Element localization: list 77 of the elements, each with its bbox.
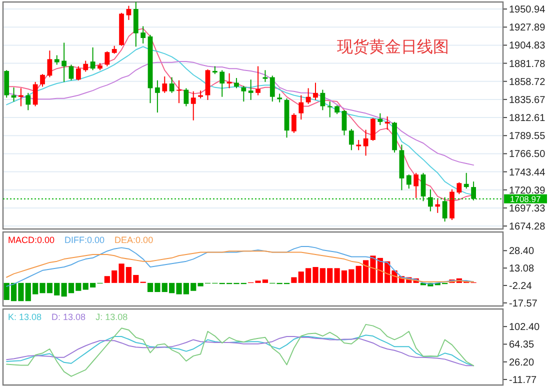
- candlestick: [47, 50, 52, 78]
- candlestick: [26, 92, 31, 111]
- y-tick-label: 26.20: [509, 357, 534, 368]
- candlestick: [456, 182, 462, 195]
- candlestick: [342, 110, 347, 136]
- candlestick: [76, 66, 81, 81]
- candlestick: [327, 101, 332, 118]
- y-tick-label: 1858.72: [509, 76, 546, 88]
- candlestick: [292, 112, 296, 134]
- candlestick: [248, 79, 254, 100]
- y-tick-label: 1812.61: [509, 113, 546, 124]
- candlestick: [220, 70, 225, 98]
- candlestick: [155, 80, 160, 114]
- candlestick: [378, 112, 383, 126]
- candlestick: [428, 188, 433, 212]
- y-tick-label: -17.57: [509, 298, 538, 310]
- candlestick: [356, 139, 362, 151]
- y-tick-label: -11.77: [509, 374, 538, 386]
- candlestick: [241, 85, 246, 102]
- y-tick-label: 1881.78: [509, 58, 546, 70]
- line-series: [6, 324, 474, 377]
- text: 现货黄金日线图: [337, 38, 449, 56]
- text: D: 13.08: [52, 312, 86, 322]
- candlestick: [262, 70, 268, 82]
- y-tick-label: 1904.83: [509, 40, 546, 52]
- y-tick-label: -2.24: [509, 280, 532, 292]
- candlestick: [140, 26, 146, 44]
- candlestick: [370, 118, 376, 142]
- y-tick-label: 1697.33: [509, 203, 546, 214]
- y-tick-label: 1743.44: [509, 167, 546, 178]
- candlestick: [420, 172, 426, 202]
- text: MACD:0.00: [8, 235, 55, 245]
- y-tick-label: 1835.67: [509, 94, 546, 106]
- candlestick: [104, 50, 110, 67]
- candlestick: [348, 128, 354, 151]
- text: K: 13.08: [8, 312, 42, 322]
- candlestick: [320, 89, 326, 111]
- y-tick-label: 28.40: [509, 246, 534, 258]
- candlestick: [256, 66, 260, 96]
- candlestick: [464, 172, 469, 190]
- candlestick: [68, 64, 74, 81]
- candlestick: [40, 74, 45, 88]
- candlestick: [54, 54, 60, 66]
- y-tick-label: 1789.55: [509, 131, 546, 142]
- candlestick: [162, 76, 168, 94]
- candlestick: [176, 80, 182, 104]
- candlestick: [126, 5, 132, 20]
- candlestick: [406, 174, 412, 190]
- candlestick: [184, 88, 189, 107]
- candlestick: [18, 88, 24, 107]
- candlestick: [414, 172, 419, 199]
- y-tick-label: 1720.39: [509, 185, 546, 196]
- y-tick-label: 102.40: [509, 322, 540, 334]
- y-tick-label: 1927.89: [509, 22, 546, 34]
- candlestick: [32, 81, 38, 107]
- ref-line-label: 1708.97: [510, 194, 541, 204]
- series-label: DEA:0.00: [114, 235, 154, 245]
- series-label: J: 13.08: [96, 312, 128, 322]
- candlestick: [384, 116, 390, 130]
- candlestick: [306, 88, 311, 104]
- candlestick: [83, 60, 88, 72]
- y-tick-label: 1766.50: [509, 149, 546, 160]
- candlestick: [62, 42, 67, 82]
- candlestick: [234, 78, 239, 89]
- y-tick-label: 64.35: [509, 340, 534, 351]
- candlestick: [190, 90, 196, 121]
- candlestick: [270, 75, 275, 102]
- candlestick: [313, 82, 318, 100]
- y-tick-label: 1674.28: [509, 222, 546, 233]
- y-tick-label: 13.08: [509, 264, 534, 275]
- candlestick: [169, 76, 174, 94]
- candlestick: [90, 46, 96, 71]
- candlestick: [471, 181, 476, 201]
- series-label: DIFF:0.00: [64, 235, 105, 245]
- y-tick-label: 1950.94: [509, 4, 546, 16]
- candlestick: [298, 94, 304, 120]
- candlestick: [442, 196, 448, 222]
